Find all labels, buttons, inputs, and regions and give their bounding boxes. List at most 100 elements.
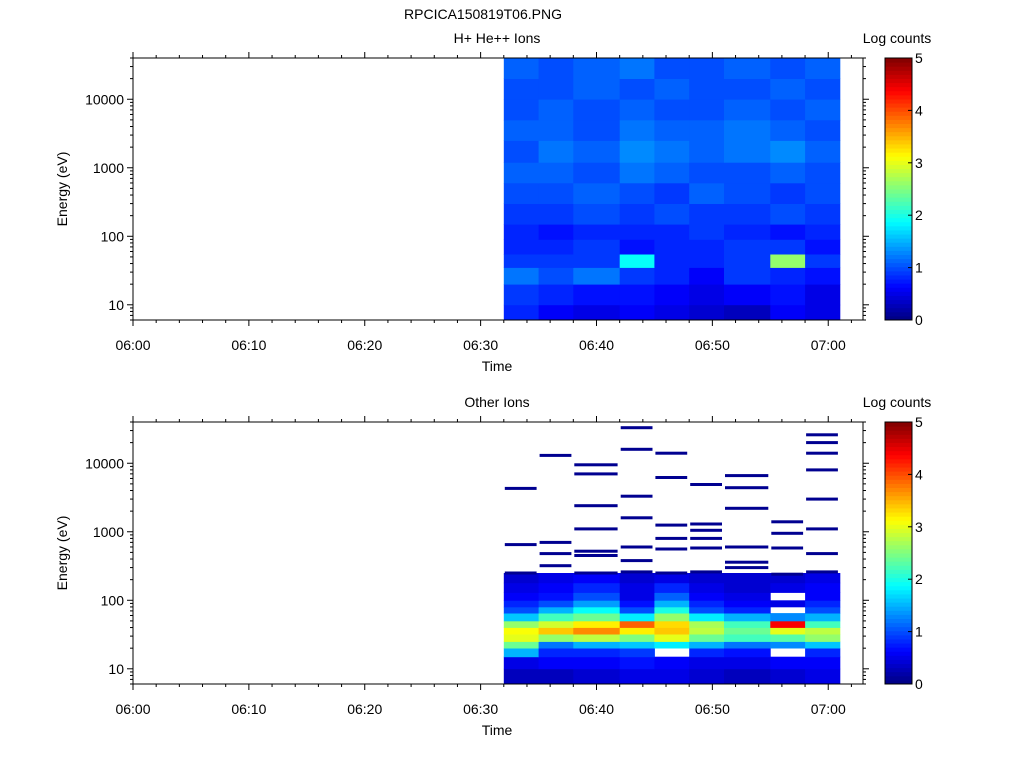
heatmap-cell [689,224,725,240]
heatmap-cell [538,78,574,100]
heatmap-cell [805,183,841,204]
heatmap-cell [503,254,539,268]
heatmap-cell [619,634,655,642]
heatmap-cell [689,267,725,285]
heatmap-cell [654,267,690,285]
heatmap-cell [573,620,620,628]
heatmap-cell [619,613,655,622]
heatmap-cell [503,304,539,321]
heatmap-cell [770,140,806,163]
colorbar-segment [885,184,912,190]
heatmap-cell [538,203,574,225]
heatmap-cell [503,203,539,225]
heatmap-cell [724,600,771,608]
colorbar-segment [885,62,912,67]
sparse-count-mark [620,516,653,520]
colorbar-segment [885,58,912,63]
heatmap-cell [724,648,771,658]
heatmap-cell [573,304,620,321]
sparse-count-mark [725,560,769,564]
sparse-count-mark [539,552,572,556]
heatmap-cell [573,606,620,614]
heatmap-cell [573,254,620,268]
y-tick-label: 1000 [93,160,124,176]
colorbar-segment [885,675,912,681]
colorbar-segment [885,86,912,92]
figure-title: RPCICA150819T06.PNG [404,6,562,22]
colorbar-segment [885,266,912,272]
colorbar-segment [885,532,912,538]
colorbar-segment [885,143,912,149]
colorbar-segment [885,180,912,186]
heatmap-cell [770,58,806,79]
colorbar-segment [885,70,912,75]
sparse-count-mark [574,504,618,508]
heatmap-cell [724,573,771,584]
heatmap-cell [573,613,620,622]
heatmap-cell [573,641,620,649]
colorbar-segment [885,524,912,529]
colorbar-segment [885,565,912,570]
colorbar-frame [884,57,913,321]
colorbar-segment [885,630,912,636]
heatmap-cell [654,254,690,268]
sparse-count-mark [620,559,653,563]
colorbar-segment [885,90,912,96]
heatmap-cell [538,627,574,635]
heatmap-cell [619,573,655,584]
heatmap-cell [654,183,690,204]
colorbar-segment [885,467,912,472]
sparse-count-mark [655,523,688,527]
heatmap-cell [724,140,771,163]
x-tick-label: 06:50 [695,701,730,717]
colorbar-segment [885,458,912,464]
colorbar-segment [885,679,912,685]
plot-frame [132,57,864,321]
sparse-count-mark [771,531,804,535]
panel-title: Other Ions [464,394,529,410]
heatmap-cell [619,592,655,601]
colorbar-label: Log counts [863,30,932,46]
colorbar-segment [885,287,912,292]
heatmap-cell [724,203,771,225]
heatmap-cell [654,641,690,649]
colorbar-segment [885,503,912,509]
heatmap-cell [805,254,841,268]
colorbar-segment [885,311,912,317]
sparse-count-mark [725,506,769,510]
heatmap-cell [538,620,574,628]
heatmap-cell [538,582,574,593]
colorbar-segment [885,479,912,484]
heatmap-cell [689,162,725,184]
heatmap-cell [619,620,655,628]
y-tick-label: 100 [101,592,125,608]
heatmap-cell [724,162,771,184]
heatmap-cell [573,582,620,593]
heatmap-cell [619,641,655,649]
colorbar-segment [885,307,912,313]
heatmap-cell [770,224,806,240]
heatmap-cell [654,592,690,601]
sparse-count-mark [725,566,769,570]
heatmap-cell [770,99,806,121]
heatmap-cell [689,600,725,608]
colorbar-segment [885,66,912,71]
colorbar-segment [885,638,912,644]
colorbar-tick-label: 5 [915,414,923,430]
heatmap-cell [724,78,771,100]
colorbar-segment [885,98,912,104]
heatmap-cell [538,668,574,685]
heatmap-cell [654,620,690,628]
sparse-count-mark [690,522,722,526]
colorbar-segment [885,536,912,542]
colorbar-segment [885,274,912,280]
colorbar-segment [885,462,912,468]
heatmap-cell [805,284,841,306]
colorbar-segment [885,438,912,443]
heatmap-cell [805,627,841,635]
heatmap-cell [724,239,771,255]
sparse-count-mark [574,554,618,557]
colorbar-segment [885,610,912,615]
x-tick-label: 06:00 [115,701,150,717]
heatmap-cell [538,119,574,141]
